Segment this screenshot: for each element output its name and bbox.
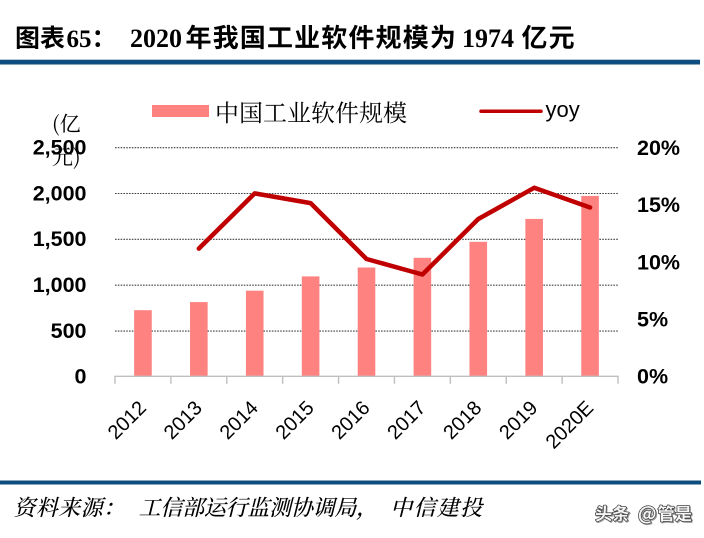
svg-text:0%: 0% xyxy=(637,365,668,389)
svg-text:1974: 1974 xyxy=(462,24,514,53)
svg-text:5%: 5% xyxy=(637,308,668,332)
svg-text:500: 500 xyxy=(51,319,87,343)
svg-text:0: 0 xyxy=(75,365,87,389)
svg-text:2020: 2020 xyxy=(130,24,182,53)
svg-text:10%: 10% xyxy=(637,250,680,274)
svg-text:1,000: 1,000 xyxy=(33,273,87,297)
svg-text:2,000: 2,000 xyxy=(33,181,87,205)
svg-text:yoy: yoy xyxy=(546,97,580,122)
svg-text:15%: 15% xyxy=(637,193,680,217)
svg-text:1,500: 1,500 xyxy=(33,227,87,251)
svg-text:20%: 20% xyxy=(637,136,680,160)
svg-text:65: 65 xyxy=(67,26,92,53)
